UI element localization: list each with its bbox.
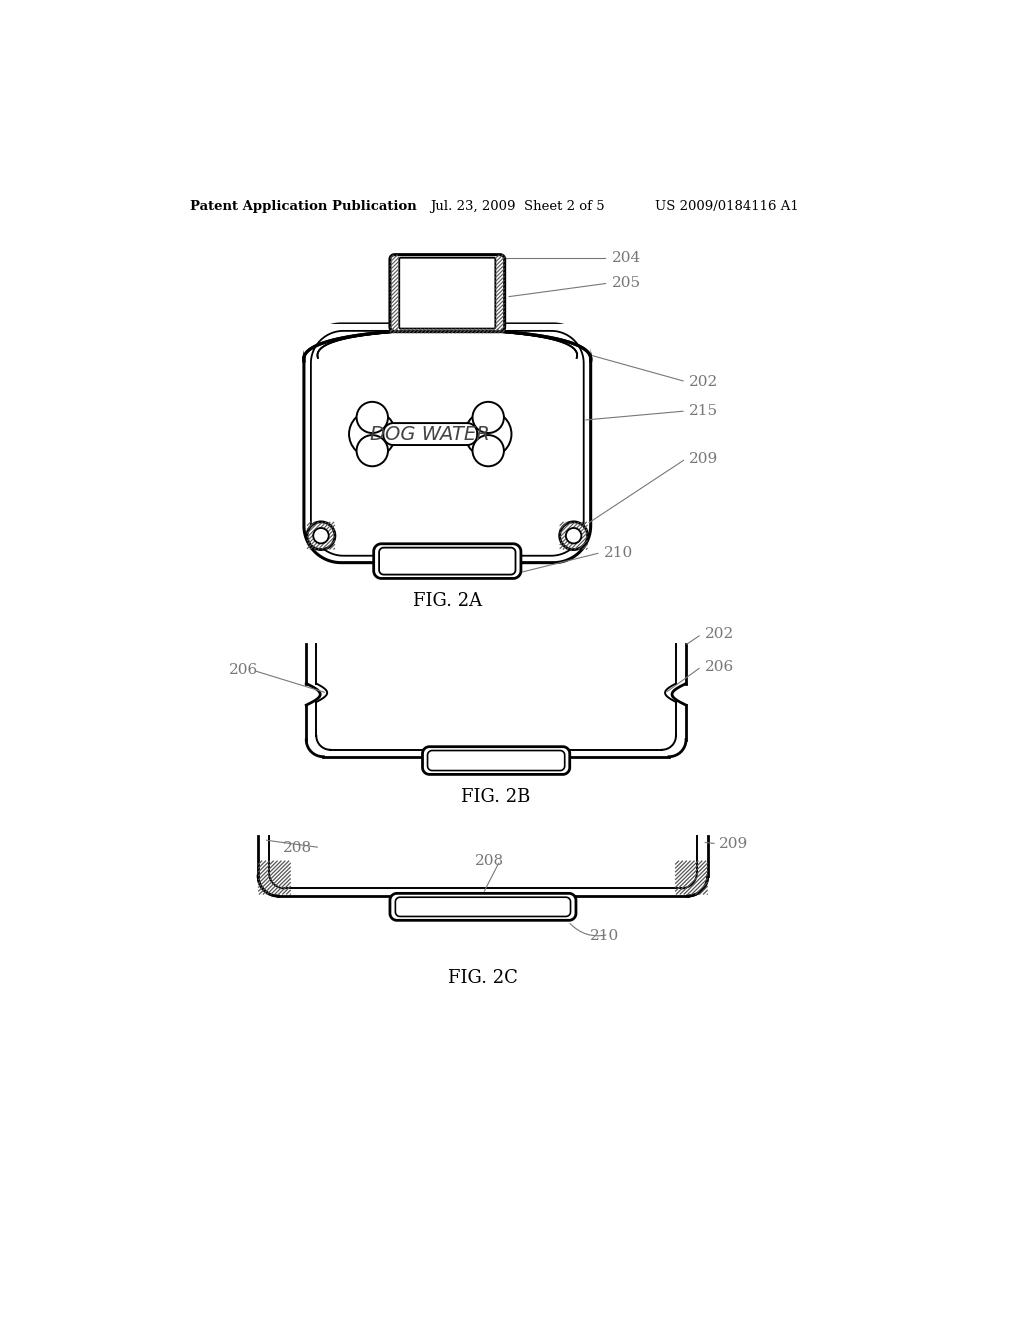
Text: 215: 215 (689, 404, 718, 418)
Text: US 2009/0184116 A1: US 2009/0184116 A1 (655, 199, 799, 213)
Circle shape (356, 401, 388, 433)
Polygon shape (395, 898, 570, 916)
Polygon shape (687, 876, 708, 896)
Text: 202: 202 (689, 375, 719, 388)
Polygon shape (428, 751, 564, 771)
Text: 210: 210 (590, 929, 620, 942)
Polygon shape (304, 323, 591, 360)
Text: 206: 206 (228, 664, 258, 677)
Text: FIG. 2A: FIG. 2A (413, 593, 482, 610)
Text: 204: 204 (611, 252, 641, 265)
Text: 210: 210 (604, 545, 633, 560)
Polygon shape (383, 424, 477, 445)
Polygon shape (390, 255, 505, 331)
Circle shape (465, 411, 511, 457)
Text: Patent Application Publication: Patent Application Publication (190, 199, 417, 213)
Text: FIG. 2C: FIG. 2C (449, 969, 518, 987)
Circle shape (560, 521, 588, 549)
Circle shape (313, 528, 329, 544)
Text: 205: 205 (611, 276, 641, 290)
Text: 206: 206 (705, 660, 734, 673)
Polygon shape (390, 894, 575, 920)
Text: 209: 209 (689, 451, 719, 466)
Text: FIG. 2B: FIG. 2B (462, 788, 530, 807)
Circle shape (356, 436, 388, 466)
Text: DOG WATER: DOG WATER (371, 425, 490, 444)
Text: 209: 209 (719, 837, 748, 850)
Polygon shape (374, 544, 521, 578)
Polygon shape (379, 548, 515, 574)
Text: 202: 202 (705, 627, 734, 642)
Text: Jul. 23, 2009  Sheet 2 of 5: Jul. 23, 2009 Sheet 2 of 5 (430, 199, 605, 213)
Circle shape (472, 401, 504, 433)
Circle shape (307, 521, 335, 549)
Circle shape (349, 411, 395, 457)
Polygon shape (399, 257, 496, 329)
Circle shape (472, 436, 504, 466)
Polygon shape (304, 323, 591, 562)
Polygon shape (423, 747, 569, 775)
Text: 208: 208 (283, 841, 312, 854)
Polygon shape (258, 876, 279, 896)
Text: 208: 208 (475, 854, 505, 867)
Circle shape (566, 528, 582, 544)
